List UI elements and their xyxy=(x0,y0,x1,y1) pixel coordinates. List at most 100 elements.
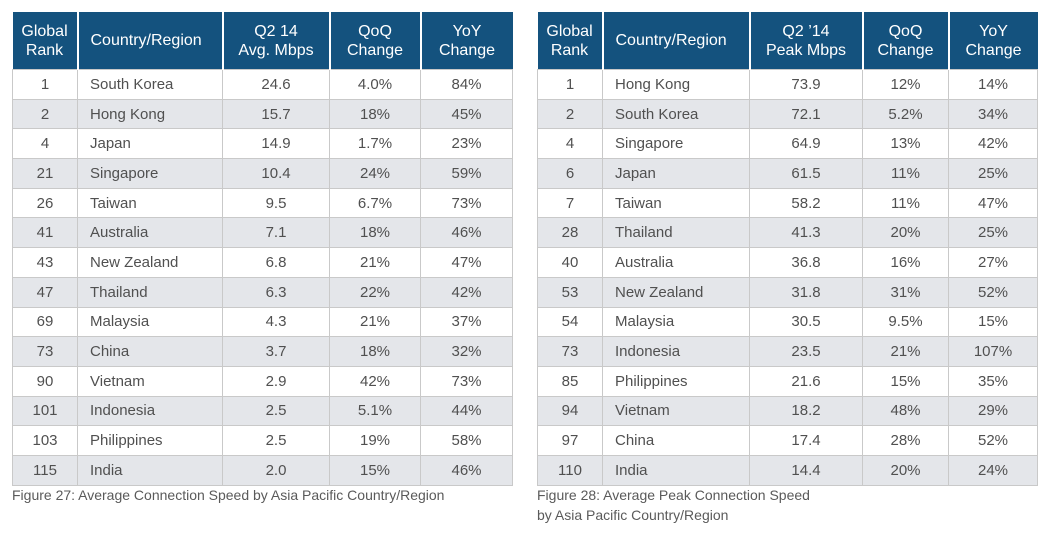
cell-yoy-change: 34% xyxy=(948,98,1038,130)
cell-yoy-change: 107% xyxy=(948,336,1038,367)
cell-yoy-change: 59% xyxy=(420,158,513,189)
cell-yoy-change: 73% xyxy=(420,365,513,397)
cell-yoy-change: 23% xyxy=(420,128,513,160)
cell-country-region: Vietnam xyxy=(602,395,750,427)
cell-yoy-change: 14% xyxy=(948,69,1038,100)
cell-qoq-change: 16% xyxy=(862,247,949,278)
cell-global-rank: 69 xyxy=(12,306,78,338)
table-row: 1 Hong Kong 73.9 12% 14% xyxy=(537,69,1038,100)
cell-qoq-change: 1.7% xyxy=(329,128,421,160)
cell-country-region: Philippines xyxy=(602,365,750,397)
table-row: 2 Hong Kong 15.7 18% 45% xyxy=(12,98,513,130)
table-row: 53 New Zealand 31.8 31% 52% xyxy=(537,276,1038,308)
cell-speed: 2.5 xyxy=(222,425,330,456)
cell-country-region: Thailand xyxy=(77,276,223,308)
table-row: 97 China 17.4 28% 52% xyxy=(537,425,1038,456)
cell-yoy-change: 25% xyxy=(948,158,1038,189)
cell-country-region: India xyxy=(77,454,223,486)
cell-global-rank: 4 xyxy=(12,128,78,160)
cell-country-region: South Korea xyxy=(77,69,223,100)
cell-qoq-change: 18% xyxy=(329,98,421,130)
cell-qoq-change: 15% xyxy=(862,365,949,397)
cell-qoq-change: 20% xyxy=(862,217,949,249)
cell-global-rank: 40 xyxy=(537,247,603,278)
cell-global-rank: 6 xyxy=(537,158,603,189)
cell-yoy-change: 15% xyxy=(948,306,1038,338)
cell-global-rank: 1 xyxy=(537,69,603,100)
cell-global-rank: 21 xyxy=(12,158,78,189)
cell-speed: 21.6 xyxy=(749,365,863,397)
cell-global-rank: 94 xyxy=(537,395,603,427)
cell-speed: 2.0 xyxy=(222,454,330,486)
cell-speed: 14.4 xyxy=(749,454,863,486)
cell-global-rank: 47 xyxy=(12,276,78,308)
cell-speed: 3.7 xyxy=(222,336,330,367)
cell-speed: 73.9 xyxy=(749,69,863,100)
header-qoq-change: QoQ Change xyxy=(862,12,950,70)
cell-yoy-change: 37% xyxy=(420,306,513,338)
cell-global-rank: 7 xyxy=(537,187,603,219)
cell-country-region: Singapore xyxy=(602,128,750,160)
cell-qoq-change: 15% xyxy=(329,454,421,486)
cell-country-region: Indonesia xyxy=(602,336,750,367)
cell-country-region: Philippines xyxy=(77,425,223,456)
cell-qoq-change: 19% xyxy=(329,425,421,456)
cell-speed: 24.6 xyxy=(222,69,330,100)
table-row: 4 Singapore 64.9 13% 42% xyxy=(537,128,1038,160)
cell-country-region: Hong Kong xyxy=(77,98,223,130)
cell-yoy-change: 46% xyxy=(420,217,513,249)
header-yoy-change: YoY Change xyxy=(948,12,1038,70)
cell-yoy-change: 29% xyxy=(948,395,1038,427)
table-row: 54 Malaysia 30.5 9.5% 15% xyxy=(537,306,1038,338)
table-row: 26 Taiwan 9.5 6.7% 73% xyxy=(12,187,513,219)
cell-speed: 10.4 xyxy=(222,158,330,189)
table-row: 21 Singapore 10.4 24% 59% xyxy=(12,158,513,189)
cell-speed: 9.5 xyxy=(222,187,330,219)
cell-speed: 15.7 xyxy=(222,98,330,130)
cell-qoq-change: 21% xyxy=(862,336,949,367)
table-row: 85 Philippines 21.6 15% 35% xyxy=(537,365,1038,397)
cell-speed: 58.2 xyxy=(749,187,863,219)
cell-yoy-change: 35% xyxy=(948,365,1038,397)
cell-global-rank: 43 xyxy=(12,247,78,278)
cell-yoy-change: 52% xyxy=(948,276,1038,308)
cell-qoq-change: 13% xyxy=(862,128,949,160)
cell-global-rank: 26 xyxy=(12,187,78,219)
cell-yoy-change: 47% xyxy=(420,247,513,278)
cell-speed: 23.5 xyxy=(749,336,863,367)
cell-yoy-change: 84% xyxy=(420,69,513,100)
cell-yoy-change: 42% xyxy=(420,276,513,308)
cell-country-region: Australia xyxy=(602,247,750,278)
cell-speed: 36.8 xyxy=(749,247,863,278)
cell-country-region: Australia xyxy=(77,217,223,249)
cell-speed: 72.1 xyxy=(749,98,863,130)
cell-global-rank: 4 xyxy=(537,128,603,160)
cell-global-rank: 73 xyxy=(12,336,78,367)
cell-qoq-change: 5.1% xyxy=(329,395,421,427)
cell-country-region: Malaysia xyxy=(77,306,223,338)
cell-global-rank: 110 xyxy=(537,454,603,486)
cell-speed: 14.9 xyxy=(222,128,330,160)
cell-global-rank: 2 xyxy=(537,98,603,130)
table-row: 115 India 2.0 15% 46% xyxy=(12,454,513,486)
cell-speed: 30.5 xyxy=(749,306,863,338)
table-row: 90 Vietnam 2.9 42% 73% xyxy=(12,365,513,397)
cell-qoq-change: 21% xyxy=(329,306,421,338)
cell-global-rank: 73 xyxy=(537,336,603,367)
cell-country-region: South Korea xyxy=(602,98,750,130)
table-row: 43 New Zealand 6.8 21% 47% xyxy=(12,247,513,278)
cell-global-rank: 53 xyxy=(537,276,603,308)
cell-yoy-change: 52% xyxy=(948,425,1038,456)
cell-speed: 41.3 xyxy=(749,217,863,249)
header-country-region: Country/Region xyxy=(77,12,224,70)
cell-country-region: Taiwan xyxy=(77,187,223,219)
cell-qoq-change: 28% xyxy=(862,425,949,456)
cell-qoq-change: 20% xyxy=(862,454,949,486)
cell-yoy-change: 46% xyxy=(420,454,513,486)
figure-28-caption: Figure 28: Average Peak Connection Speed… xyxy=(537,487,810,523)
cell-qoq-change: 42% xyxy=(329,365,421,397)
cell-yoy-change: 58% xyxy=(420,425,513,456)
table-header-row: Global Rank Country/Region Q2 14 Avg. Mbps… xyxy=(12,12,513,70)
cell-global-rank: 54 xyxy=(537,306,603,338)
cell-speed: 7.1 xyxy=(222,217,330,249)
